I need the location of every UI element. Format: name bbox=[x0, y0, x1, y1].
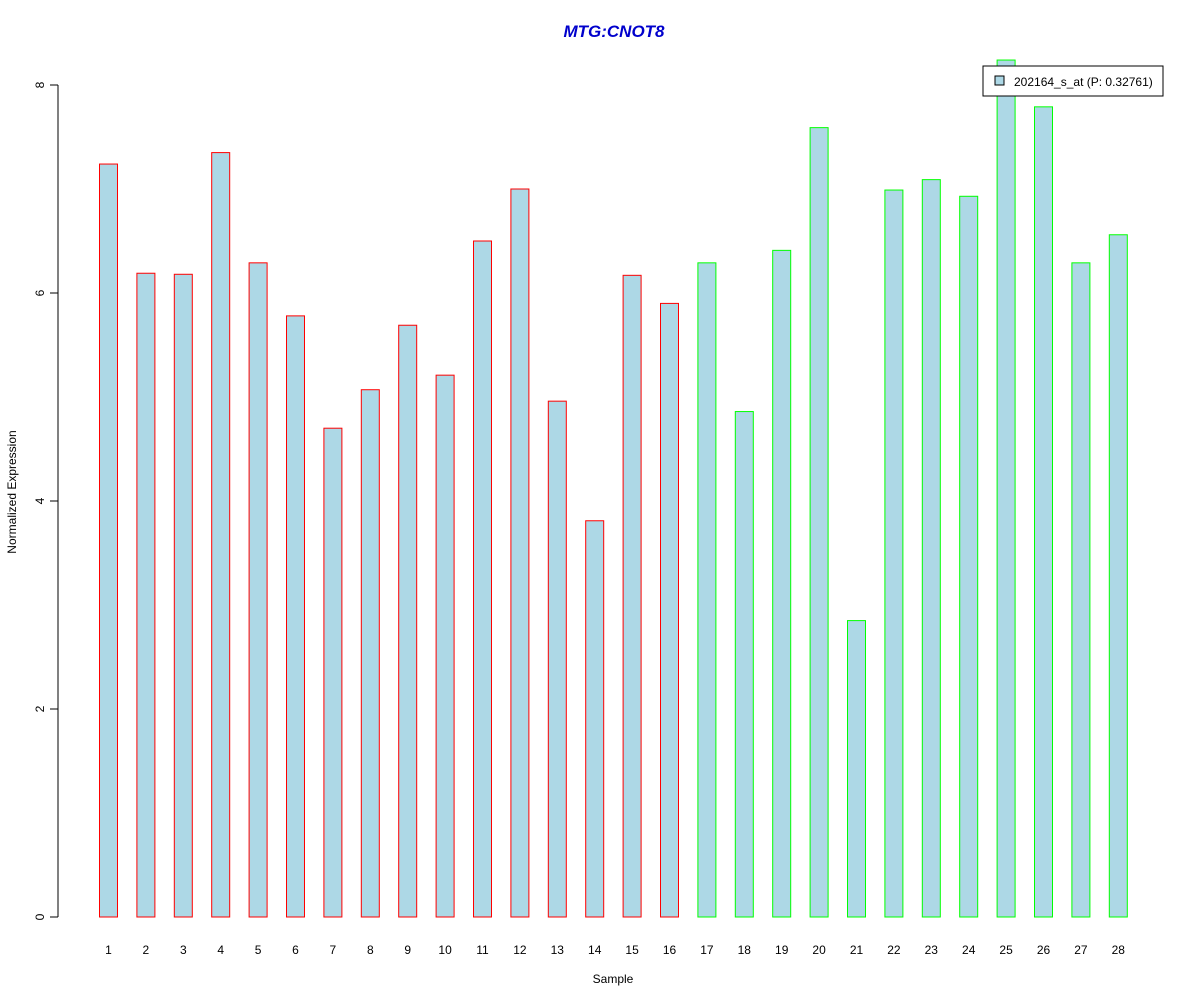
bar-sample-13 bbox=[547, 400, 567, 918]
bar-sample-10 bbox=[435, 374, 455, 918]
x-tick-label: 4 bbox=[217, 943, 224, 957]
y-axis-title: Normalized Expression bbox=[5, 430, 19, 553]
x-tick-label: 14 bbox=[588, 943, 602, 957]
x-axis-title: Sample bbox=[593, 972, 634, 986]
y-tick-label: 6 bbox=[33, 289, 47, 296]
x-tick-labels: 1 2 3 4 5 6 7 8 9 10 11 12 13 14 15 16 17 18 19 20 21 22 23 24 2… bbox=[105, 943, 1125, 957]
bar-sample-1 bbox=[99, 163, 118, 918]
x-tick-label: 26 bbox=[1037, 943, 1051, 957]
bar-sample-4 bbox=[211, 152, 231, 918]
x-tick-label: 19 bbox=[775, 943, 789, 957]
bar-sample-17 bbox=[697, 262, 717, 918]
legend: 202164_s_at (P: 0.32761) bbox=[982, 65, 1164, 97]
bar-sample-15 bbox=[622, 274, 642, 918]
bar-sample-26 bbox=[1034, 106, 1053, 918]
x-tick-label: 15 bbox=[625, 943, 639, 957]
x-tick-label: 24 bbox=[962, 943, 976, 957]
x-tick-label: 27 bbox=[1074, 943, 1088, 957]
bar-sample-8 bbox=[360, 389, 380, 918]
x-tick-label: 17 bbox=[700, 943, 714, 957]
x-tick-label: 25 bbox=[999, 943, 1013, 957]
bar-sample-7 bbox=[323, 427, 343, 918]
legend-label: 202164_s_at (P: 0.32761) bbox=[1014, 75, 1153, 89]
x-tick-label: 10 bbox=[438, 943, 452, 957]
bar-sample-11 bbox=[473, 240, 492, 918]
x-tick-label: 6 bbox=[292, 943, 299, 957]
y-tick-label: 4 bbox=[33, 497, 47, 504]
x-tick-label: 16 bbox=[663, 943, 677, 957]
bar-sample-16 bbox=[660, 302, 679, 918]
x-tick-label: 13 bbox=[551, 943, 565, 957]
y-tick-label: 0 bbox=[33, 913, 47, 920]
x-tick-label: 3 bbox=[180, 943, 187, 957]
x-tick-label: 28 bbox=[1112, 943, 1126, 957]
bar-sample-27 bbox=[1071, 262, 1091, 918]
bar-sample-6 bbox=[286, 315, 305, 918]
bar-sample-18 bbox=[734, 411, 754, 918]
bar-sample-22 bbox=[884, 189, 904, 918]
x-tick-label: 8 bbox=[367, 943, 374, 957]
x-tick-label: 1 bbox=[105, 943, 112, 957]
bar-sample-23 bbox=[921, 179, 941, 918]
x-tick-label: 2 bbox=[143, 943, 150, 957]
bar-sample-5 bbox=[248, 262, 268, 918]
bars bbox=[99, 59, 1128, 918]
x-tick-label: 20 bbox=[812, 943, 826, 957]
x-tick-label: 23 bbox=[925, 943, 939, 957]
x-tick-label: 11 bbox=[476, 943, 489, 957]
bar-sample-19 bbox=[772, 249, 792, 918]
bar-sample-24 bbox=[959, 195, 979, 918]
bar-sample-12 bbox=[510, 188, 530, 918]
y-tick-label: 8 bbox=[33, 81, 47, 88]
x-tick-label: 5 bbox=[255, 943, 262, 957]
y-tick-label: 2 bbox=[33, 705, 47, 712]
x-tick-label: 7 bbox=[330, 943, 337, 957]
y-axis: 0 2 4 6 8 bbox=[33, 81, 59, 920]
bar-sample-25 bbox=[996, 59, 1016, 918]
chart-title: MTG:CNOT8 bbox=[563, 22, 665, 41]
x-tick-label: 21 bbox=[850, 943, 864, 957]
bar-sample-2 bbox=[136, 272, 156, 918]
bar-sample-3 bbox=[173, 273, 193, 918]
x-tick-label: 18 bbox=[738, 943, 752, 957]
legend-swatch bbox=[994, 75, 1005, 86]
bar-sample-28 bbox=[1108, 234, 1128, 918]
bar-sample-20 bbox=[809, 127, 829, 918]
bar-sample-14 bbox=[585, 520, 605, 918]
bar-sample-21 bbox=[847, 620, 866, 918]
x-tick-label: 9 bbox=[404, 943, 411, 957]
x-tick-label: 12 bbox=[513, 943, 527, 957]
legend-box bbox=[982, 65, 1164, 97]
bar-sample-9 bbox=[398, 324, 418, 918]
x-tick-label: 22 bbox=[887, 943, 901, 957]
